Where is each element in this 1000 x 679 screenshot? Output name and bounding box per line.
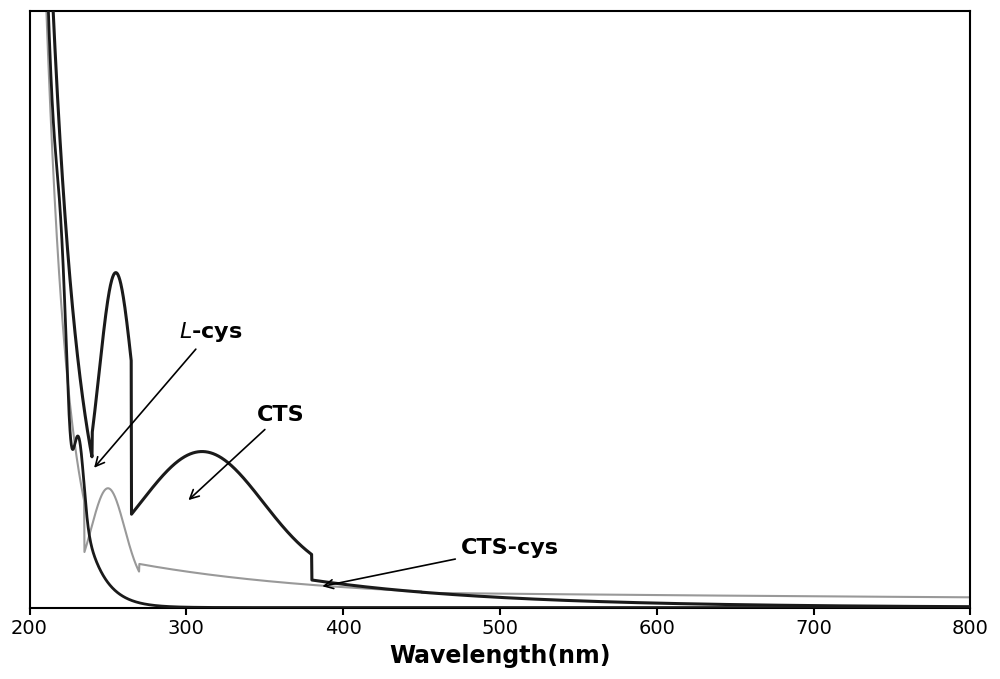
X-axis label: Wavelength(nm): Wavelength(nm) — [389, 644, 611, 668]
Text: CTS-cys: CTS-cys — [324, 538, 559, 589]
Text: CTS: CTS — [190, 405, 305, 499]
Text: $\mathit{L}$-cys: $\mathit{L}$-cys — [95, 320, 242, 466]
